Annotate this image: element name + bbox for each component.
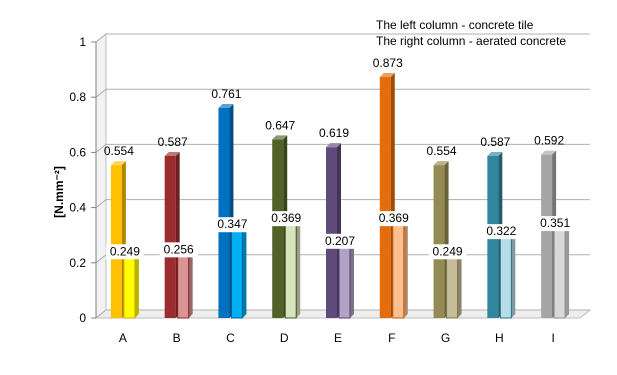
data-label-concrete-tile-F: 0.873 — [373, 56, 403, 70]
y-axis-title: [N.mm⁻²] — [52, 166, 66, 218]
legend-line-left-column: The left column - concrete tile — [376, 18, 534, 32]
bar-aerated-concrete-D — [285, 212, 301, 318]
gridline — [95, 143, 590, 153]
data-label-concrete-tile-G: 0.554 — [427, 144, 457, 158]
x-tick-label-E: E — [334, 331, 342, 345]
bar-concrete-tile-G-front — [433, 165, 445, 318]
bar-aerated-concrete-A-side — [134, 245, 139, 318]
data-label-bg-D — [267, 211, 306, 227]
bar-aerated-concrete-D-side — [296, 212, 301, 318]
bar-aerated-concrete-A-front — [123, 249, 135, 318]
y-tick-label: 1 — [79, 35, 86, 49]
x-tick-label-I: I — [551, 331, 554, 345]
bar-aerated-concrete-G-front — [446, 249, 458, 318]
data-label-aerated-concrete-I: 0.351 — [540, 216, 570, 230]
bar-concrete-tile-I-front — [541, 154, 553, 318]
y-tick-label: 0.2 — [69, 256, 86, 270]
bar-concrete-tile-F-front — [379, 77, 391, 318]
data-labels: 0.554 0.249 0.587 0.256 0.761 0.347 0.647 0.369… — [104, 56, 575, 260]
data-label-bg-E — [321, 233, 359, 249]
bar-aerated-concrete-C — [231, 218, 247, 318]
bar-aerated-concrete-F-front — [392, 216, 404, 318]
y-tick-label: 0.6 — [69, 145, 86, 159]
bar-concrete-tile-D-front — [272, 139, 284, 318]
gridline — [95, 88, 590, 98]
x-tick-label-H: H — [495, 331, 504, 345]
data-label-aerated-concrete-D: 0.369 — [271, 211, 301, 225]
data-label-bg-A — [105, 244, 144, 260]
bar-concrete-tile-D-top — [272, 135, 288, 140]
bar-aerated-concrete-C-front — [231, 222, 243, 318]
gridline — [95, 309, 590, 319]
bar-aerated-concrete-F-side — [403, 212, 408, 318]
bar-concrete-tile-E-front — [326, 147, 337, 318]
bar-concrete-tile-H-top — [487, 151, 503, 156]
bars — [110, 73, 570, 319]
bar-aerated-concrete-G-side — [457, 245, 462, 318]
y-tick-label: 0.4 — [69, 201, 86, 215]
y-tick-label: 0 — [79, 311, 86, 325]
data-label-aerated-concrete-C: 0.347 — [217, 217, 247, 231]
bar-aerated-concrete-D-front — [285, 216, 297, 318]
data-label-concrete-tile-I: 0.592 — [534, 134, 564, 148]
side-wall — [95, 32, 107, 320]
bar-concrete-tile-C-top — [218, 103, 234, 108]
bar-concrete-tile-B-front — [164, 155, 176, 318]
bar-aerated-concrete-E-front — [339, 238, 350, 318]
bar-aerated-concrete-H-side — [511, 225, 516, 318]
data-label-aerated-concrete-G: 0.249 — [433, 244, 463, 258]
legend-line-right-column: The right column - aerated concrete — [376, 34, 566, 48]
x-tick-label-B: B — [173, 331, 181, 345]
axes: 0 0.2 0.4 0.6 0.8 1 A B C D E F G H I — [69, 35, 554, 345]
bar-aerated-concrete-H-front — [500, 229, 512, 318]
data-label-concrete-tile-C: 0.761 — [211, 87, 241, 101]
gridline — [95, 33, 590, 43]
bar-aerated-concrete-I — [554, 217, 570, 318]
data-label-aerated-concrete-A: 0.249 — [110, 244, 140, 258]
data-label-bg-I — [536, 216, 575, 232]
bar-concrete-tile-G-top — [433, 161, 449, 166]
data-label-bg-H — [482, 224, 521, 240]
data-label-aerated-concrete-F: 0.369 — [379, 211, 409, 225]
data-label-bg-C — [213, 217, 252, 233]
data-label-concrete-tile-A: 0.554 — [104, 144, 134, 158]
x-tick-label-G: G — [441, 331, 450, 345]
x-tick-label-D: D — [280, 331, 289, 345]
gridline — [95, 199, 590, 208]
data-label-concrete-tile-H: 0.587 — [480, 135, 510, 149]
data-label-concrete-tile-D: 0.647 — [265, 118, 295, 132]
data-label-bg-G — [428, 244, 467, 260]
bar-concrete-tile-I-top — [541, 150, 557, 155]
bar-aerated-concrete-B-front — [177, 247, 189, 318]
bar-aerated-concrete-F — [392, 212, 408, 318]
x-tick-label-A: A — [119, 331, 127, 345]
y-tick-label: 0.8 — [69, 90, 86, 104]
bar-aerated-concrete-B-side — [188, 243, 193, 318]
bar-aerated-concrete-I-side — [565, 217, 570, 318]
bar-concrete-tile-B-top — [164, 151, 180, 156]
bar-concrete-tile-F-top — [379, 73, 395, 78]
bar-concrete-tile-C-front — [218, 107, 230, 319]
data-label-concrete-tile-E: 0.619 — [319, 126, 349, 140]
x-tick-label-C: C — [226, 331, 235, 345]
bar-aerated-concrete-E-side — [350, 234, 354, 318]
bar-aerated-concrete-I-front — [554, 221, 566, 318]
bar-aerated-concrete-C-side — [242, 218, 247, 318]
data-label-concrete-tile-B: 0.587 — [158, 135, 188, 149]
bar-concrete-tile-A-front — [110, 165, 122, 318]
data-label-aerated-concrete-H: 0.322 — [486, 224, 516, 238]
x-tick-label-F: F — [388, 331, 395, 345]
bar-concrete-tile-E-top — [326, 143, 341, 148]
data-label-aerated-concrete-E: 0.207 — [325, 234, 355, 248]
data-label-bg-B — [159, 242, 198, 258]
data-label-aerated-concrete-B: 0.256 — [164, 242, 194, 256]
data-label-bg-F — [374, 211, 413, 227]
bar-concrete-tile-A-top — [110, 161, 126, 166]
